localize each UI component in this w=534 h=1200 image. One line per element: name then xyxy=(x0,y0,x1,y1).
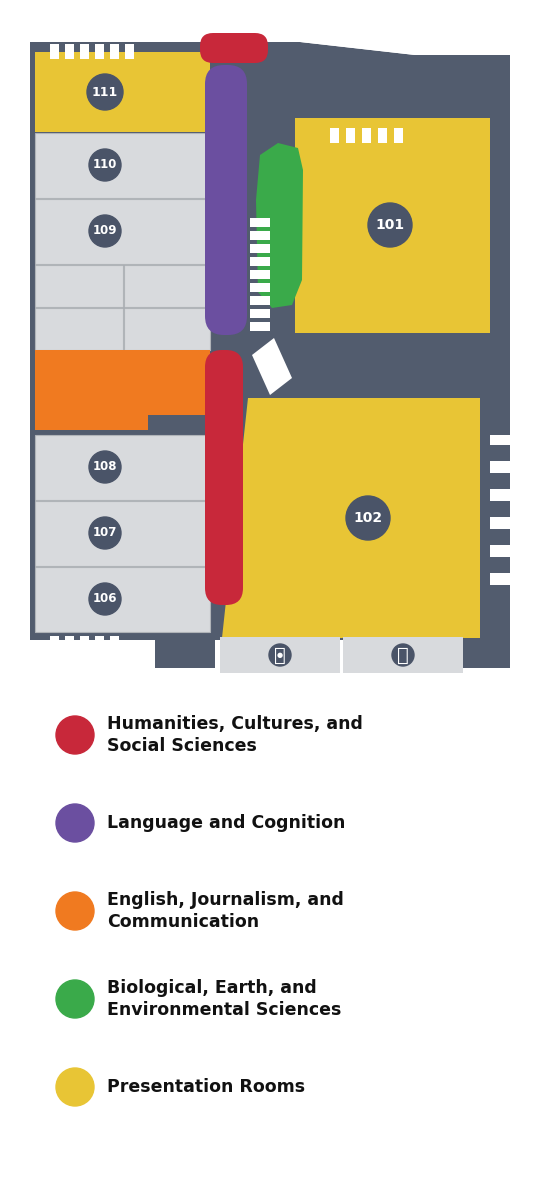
Bar xyxy=(250,322,270,331)
Bar xyxy=(330,128,339,143)
Bar xyxy=(110,636,119,650)
Text: 102: 102 xyxy=(354,511,382,526)
Bar xyxy=(346,128,355,143)
Circle shape xyxy=(56,1068,94,1106)
Bar xyxy=(110,44,119,59)
Circle shape xyxy=(56,980,94,1018)
Circle shape xyxy=(89,583,121,614)
Circle shape xyxy=(56,804,94,842)
Circle shape xyxy=(346,496,390,540)
Bar xyxy=(490,529,510,545)
Circle shape xyxy=(56,716,94,754)
Text: Communication: Communication xyxy=(107,913,259,931)
Text: Biological, Earth, and: Biological, Earth, and xyxy=(107,979,317,997)
Bar xyxy=(250,257,270,266)
Bar xyxy=(250,296,270,305)
Polygon shape xyxy=(256,143,303,308)
Text: Environmental Sciences: Environmental Sciences xyxy=(107,1001,341,1019)
Bar xyxy=(35,502,210,566)
Text: 106: 106 xyxy=(93,593,117,606)
Text: Presentation Rooms: Presentation Rooms xyxy=(107,1078,305,1096)
Bar xyxy=(80,636,89,650)
Bar xyxy=(490,557,510,572)
Polygon shape xyxy=(252,338,292,395)
Text: English, Journalism, and: English, Journalism, and xyxy=(107,890,344,910)
Text: ⚹: ⚹ xyxy=(274,646,286,665)
Text: Humanities, Cultures, and: Humanities, Cultures, and xyxy=(107,715,363,733)
Bar xyxy=(124,308,210,350)
Circle shape xyxy=(368,203,412,247)
Circle shape xyxy=(89,215,121,247)
Bar xyxy=(65,636,74,650)
Bar xyxy=(490,434,510,584)
Text: 109: 109 xyxy=(93,224,117,238)
Polygon shape xyxy=(222,398,480,638)
Bar xyxy=(378,128,387,143)
Circle shape xyxy=(89,451,121,482)
Bar xyxy=(394,128,403,143)
Bar xyxy=(490,502,510,517)
Bar xyxy=(35,434,210,500)
Text: 108: 108 xyxy=(93,461,117,474)
Bar xyxy=(35,133,210,198)
Bar xyxy=(35,265,123,307)
Text: ⚹: ⚹ xyxy=(397,646,409,665)
Bar xyxy=(80,44,89,59)
Bar xyxy=(95,44,104,59)
Circle shape xyxy=(392,644,414,666)
Bar xyxy=(250,270,270,278)
Bar xyxy=(295,118,490,332)
Text: Language and Cognition: Language and Cognition xyxy=(107,814,345,832)
Text: Social Sciences: Social Sciences xyxy=(107,737,257,755)
Bar xyxy=(65,44,74,59)
FancyBboxPatch shape xyxy=(205,65,247,335)
Bar xyxy=(343,637,463,673)
FancyBboxPatch shape xyxy=(205,350,243,605)
Text: ●: ● xyxy=(277,652,283,658)
Bar xyxy=(490,445,510,461)
Polygon shape xyxy=(215,668,520,700)
Bar xyxy=(50,636,59,650)
Bar xyxy=(250,308,270,318)
Circle shape xyxy=(89,517,121,550)
Bar xyxy=(250,230,270,240)
Circle shape xyxy=(269,644,291,666)
Bar xyxy=(220,637,340,673)
Polygon shape xyxy=(35,350,210,430)
Bar xyxy=(35,308,123,350)
Bar xyxy=(362,128,371,143)
Text: 101: 101 xyxy=(375,218,405,232)
Bar xyxy=(35,566,210,632)
Bar xyxy=(250,244,270,253)
Bar xyxy=(124,265,210,307)
Polygon shape xyxy=(30,28,510,668)
Bar xyxy=(35,199,210,264)
Bar xyxy=(125,44,134,59)
Bar xyxy=(250,283,270,292)
Bar xyxy=(50,44,59,59)
Polygon shape xyxy=(30,668,155,700)
Polygon shape xyxy=(240,10,310,42)
Polygon shape xyxy=(300,10,520,55)
Bar xyxy=(250,218,270,227)
Bar xyxy=(490,473,510,490)
Circle shape xyxy=(56,892,94,930)
Bar xyxy=(95,636,104,650)
Circle shape xyxy=(87,74,123,110)
FancyBboxPatch shape xyxy=(200,32,268,62)
Bar xyxy=(35,52,210,132)
Circle shape xyxy=(89,149,121,181)
Text: 111: 111 xyxy=(92,85,118,98)
Text: 107: 107 xyxy=(93,527,117,540)
Text: 110: 110 xyxy=(93,158,117,172)
